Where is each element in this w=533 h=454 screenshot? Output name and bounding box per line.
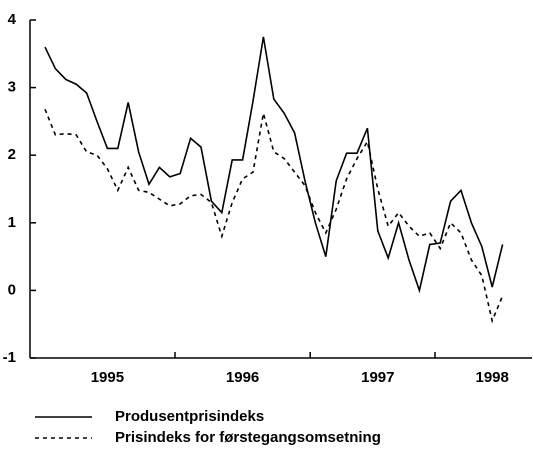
x-tick-label: 1998 [476, 369, 509, 386]
line-series [44, 36, 504, 294]
y-tick-label: 3 [8, 79, 16, 96]
y-tick-label: 1 [8, 214, 16, 231]
legend-label: Produsentprisindeks [115, 408, 264, 425]
line-series [44, 108, 504, 324]
y-tick-label: -1 [3, 349, 16, 366]
legend-label: Prisindeks for førstegangsomsetning [115, 429, 381, 446]
y-tick-label: 4 [8, 11, 17, 28]
x-tick-label: 1995 [91, 369, 124, 386]
y-tick-label: 0 [8, 281, 16, 298]
x-tick-label: 1997 [361, 369, 394, 386]
y-tick-label: 2 [8, 146, 16, 163]
x-tick-label: 1996 [226, 369, 259, 386]
